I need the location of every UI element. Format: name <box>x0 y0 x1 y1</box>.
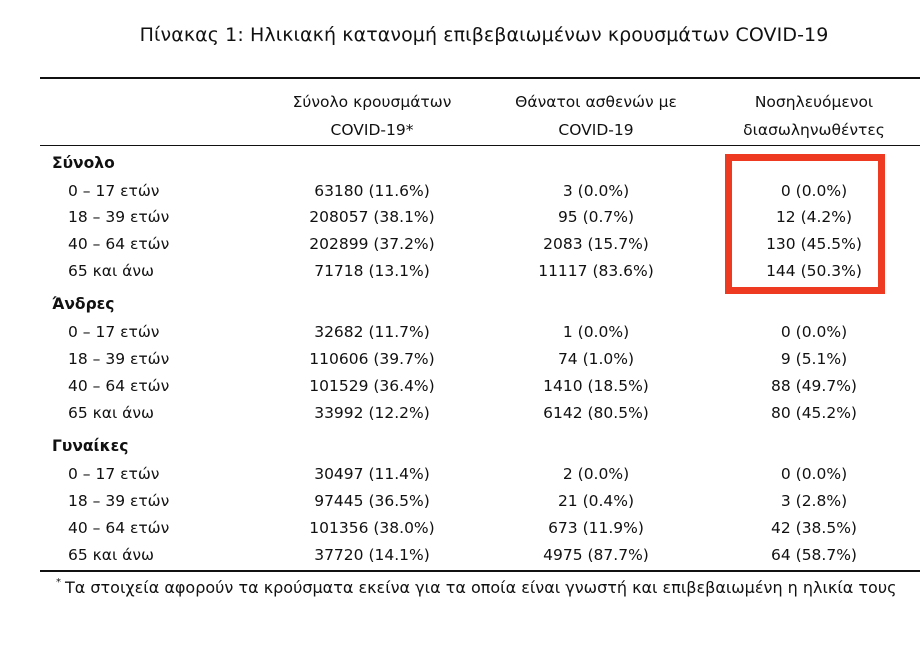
age-cell: 0 – 17 ετών <box>68 182 160 200</box>
group-label-women: Γυναίκες <box>52 437 129 455</box>
group-heading-row: Άνδρες <box>0 290 920 318</box>
cases-cell: 101529 (36.4%) <box>309 377 435 395</box>
cases-cell: 71718 (13.1%) <box>314 262 430 280</box>
cases-cell: 97445 (36.5%) <box>314 492 430 510</box>
deaths-cell: 1410 (18.5%) <box>543 377 649 395</box>
deaths-cell: 11117 (83.6%) <box>538 262 654 280</box>
header-intubated-line1: Νοσηλευόμενοι <box>754 93 874 111</box>
table-row: 65 και άνω 37720 (14.1%) 4975 (87.7%) 64… <box>0 541 920 569</box>
age-cell: 0 – 17 ετών <box>68 323 160 341</box>
cases-cell: 110606 (39.7%) <box>309 350 435 368</box>
intubated-cell: 3 (2.8%) <box>780 492 848 510</box>
cases-cell: 30497 (11.4%) <box>314 465 430 483</box>
intubated-cell: 12 (4.2%) <box>775 208 853 226</box>
intubated-cell: 64 (58.7%) <box>771 546 857 564</box>
intubated-cell: 9 (5.1%) <box>780 350 848 368</box>
footnote-text: Τα στοιχεία αφορούν τα κρούσματα εκείνα … <box>65 578 897 597</box>
cases-cell: 202899 (37.2%) <box>309 235 435 253</box>
footnote-marker: * <box>56 576 61 588</box>
intubated-cell: 0 (0.0%) <box>780 323 848 341</box>
header-intubated-line2: διασωληνωθέντες <box>743 121 885 139</box>
group-heading-row: Σύνολο <box>0 149 920 177</box>
table-bottom-rule <box>40 570 920 572</box>
cases-cell: 208057 (38.1%) <box>309 208 435 226</box>
table-row: 65 και άνω 33992 (12.2%) 6142 (80.5%) 80… <box>0 399 920 427</box>
table-row: 18 – 39 ετών 110606 (39.7%) 74 (1.0%) 9 … <box>0 345 920 373</box>
header-deaths: Θάνατοι ασθενών με COVID-19 <box>486 88 706 144</box>
group-heading-row: Γυναίκες <box>0 432 920 460</box>
age-cell: 40 – 64 ετών <box>68 235 170 253</box>
intubated-cell: 80 (45.2%) <box>771 404 857 422</box>
table-row: 40 – 64 ετών 101356 (38.0%) 673 (11.9%) … <box>0 514 920 542</box>
age-cell: 40 – 64 ετών <box>68 377 170 395</box>
group-label-men: Άνδρες <box>52 295 115 313</box>
age-cell: 65 και άνω <box>68 546 155 564</box>
deaths-cell: 4975 (87.7%) <box>543 546 649 564</box>
deaths-cell: 2083 (15.7%) <box>543 235 649 253</box>
age-cell: 40 – 64 ετών <box>68 519 170 537</box>
highlight-box <box>725 154 885 294</box>
table-row: 40 – 64 ετών 101529 (36.4%) 1410 (18.5%)… <box>0 372 920 400</box>
table-row: 0 – 17 ετών 63180 (11.6%) 3 (0.0%) 0 (0.… <box>0 177 920 205</box>
deaths-cell: 3 (0.0%) <box>562 182 630 200</box>
deaths-cell: 1 (0.0%) <box>562 323 630 341</box>
intubated-cell: 42 (38.5%) <box>771 519 857 537</box>
table-row: 18 – 39 ετών 208057 (38.1%) 95 (0.7%) 12… <box>0 203 920 231</box>
cases-cell: 37720 (14.1%) <box>314 546 430 564</box>
group-label-total: Σύνολο <box>52 154 115 172</box>
header-deaths-line1: Θάνατοι ασθενών με <box>515 93 677 111</box>
deaths-cell: 6142 (80.5%) <box>543 404 649 422</box>
table-row: 65 και άνω 71718 (13.1%) 11117 (83.6%) 1… <box>0 257 920 285</box>
cases-cell: 32682 (11.7%) <box>314 323 430 341</box>
header-total-cases-line2: COVID-19* <box>330 121 414 139</box>
age-cell: 18 – 39 ετών <box>68 350 170 368</box>
intubated-cell: 88 (49.7%) <box>771 377 857 395</box>
age-cell: 18 – 39 ετών <box>68 208 170 226</box>
header-total-cases: Σύνολο κρουσμάτων COVID-19* <box>262 88 482 144</box>
deaths-cell: 95 (0.7%) <box>557 208 635 226</box>
intubated-cell: 0 (0.0%) <box>780 182 848 200</box>
header-separator-rule <box>40 145 920 146</box>
cases-cell: 101356 (38.0%) <box>309 519 435 537</box>
header-intubated: Νοσηλευόμενοι διασωληνωθέντες <box>714 88 914 144</box>
age-cell: 65 και άνω <box>68 262 155 280</box>
age-cell: 0 – 17 ετών <box>68 465 160 483</box>
age-cell: 18 – 39 ετών <box>68 492 170 510</box>
deaths-cell: 21 (0.4%) <box>557 492 635 510</box>
intubated-cell: 130 (45.5%) <box>766 235 862 253</box>
deaths-cell: 673 (11.9%) <box>548 519 644 537</box>
deaths-cell: 74 (1.0%) <box>557 350 635 368</box>
header-deaths-line2: COVID-19 <box>558 121 634 139</box>
table-row: 18 – 39 ετών 97445 (36.5%) 21 (0.4%) 3 (… <box>0 487 920 515</box>
header-total-cases-line1: Σύνολο κρουσμάτων <box>292 93 452 111</box>
cases-cell: 33992 (12.2%) <box>314 404 430 422</box>
table-top-rule <box>40 77 920 79</box>
table-row: 40 – 64 ετών 202899 (37.2%) 2083 (15.7%)… <box>0 230 920 258</box>
age-cell: 65 και άνω <box>68 404 155 422</box>
table-row: 0 – 17 ετών 32682 (11.7%) 1 (0.0%) 0 (0.… <box>0 318 920 346</box>
table-row: 0 – 17 ετών 30497 (11.4%) 2 (0.0%) 0 (0.… <box>0 460 920 488</box>
cases-cell: 63180 (11.6%) <box>314 182 430 200</box>
intubated-cell: 0 (0.0%) <box>780 465 848 483</box>
intubated-cell: 144 (50.3%) <box>766 262 862 280</box>
table-title: Πίνακας 1: Ηλικιακή κατανομή επιβεβαιωμέ… <box>139 24 829 46</box>
footnote: * Τα στοιχεία αφορούν τα κρούσματα εκείνα… <box>56 576 897 597</box>
deaths-cell: 2 (0.0%) <box>562 465 630 483</box>
